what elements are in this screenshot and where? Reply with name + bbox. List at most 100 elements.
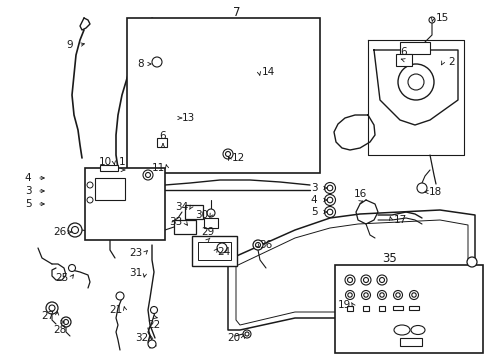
Circle shape [361, 291, 370, 300]
Text: 18: 18 [427, 187, 441, 197]
Bar [203, 218, 218, 228]
Circle shape [145, 172, 150, 177]
Text: 17: 17 [392, 215, 406, 225]
Bar [346, 306, 352, 311]
Circle shape [68, 265, 75, 271]
Circle shape [363, 278, 368, 283]
Circle shape [244, 332, 248, 336]
Circle shape [395, 293, 399, 297]
Bar [378, 306, 384, 311]
Bar [174, 220, 196, 234]
Circle shape [411, 293, 415, 297]
Circle shape [49, 305, 55, 311]
Text: 28: 28 [53, 325, 66, 335]
Circle shape [46, 302, 58, 314]
Text: 9: 9 [66, 40, 73, 50]
Text: 26: 26 [53, 227, 66, 237]
Bar [95, 178, 125, 200]
Bar [399, 42, 429, 54]
Circle shape [360, 275, 370, 285]
Circle shape [326, 185, 332, 191]
Circle shape [408, 291, 418, 300]
Text: 21: 21 [109, 305, 122, 315]
Bar [198, 242, 230, 260]
Circle shape [243, 330, 250, 338]
Text: 3: 3 [310, 183, 317, 193]
Bar [399, 338, 421, 346]
Circle shape [416, 183, 426, 193]
Text: 35: 35 [382, 252, 397, 265]
Circle shape [87, 182, 93, 188]
Text: 19: 19 [337, 300, 350, 310]
Circle shape [142, 170, 153, 180]
Text: 25: 25 [55, 273, 68, 283]
Circle shape [223, 149, 232, 159]
Circle shape [116, 292, 124, 300]
Bar [392, 306, 402, 310]
Bar [408, 306, 418, 310]
Circle shape [345, 291, 354, 300]
Circle shape [377, 291, 386, 300]
Circle shape [379, 278, 384, 283]
Text: 5: 5 [24, 199, 31, 209]
Circle shape [63, 320, 68, 324]
Circle shape [252, 240, 263, 250]
Ellipse shape [410, 325, 424, 334]
Circle shape [363, 293, 367, 297]
Text: 30: 30 [195, 210, 208, 220]
Circle shape [376, 275, 386, 285]
Circle shape [71, 226, 79, 234]
Text: 20: 20 [227, 333, 240, 343]
Bar [395, 54, 411, 66]
Text: 24: 24 [217, 247, 230, 257]
Circle shape [225, 152, 230, 157]
Circle shape [326, 197, 332, 203]
Circle shape [206, 209, 215, 217]
Text: 8: 8 [138, 59, 144, 69]
Circle shape [61, 317, 71, 327]
Ellipse shape [393, 325, 409, 335]
Text: 31: 31 [129, 268, 142, 278]
Circle shape [87, 197, 93, 203]
Circle shape [393, 291, 402, 300]
Circle shape [324, 183, 335, 193]
Circle shape [255, 243, 260, 248]
Bar [184, 205, 203, 219]
Text: 14: 14 [261, 67, 274, 77]
Text: 4: 4 [24, 173, 31, 183]
Text: 36: 36 [259, 240, 272, 250]
Text: 34: 34 [175, 202, 188, 212]
Text: 10: 10 [98, 157, 111, 167]
Text: 33: 33 [169, 217, 182, 227]
Bar [85, 168, 164, 240]
Text: 15: 15 [434, 13, 447, 23]
Text: 23: 23 [129, 248, 142, 258]
Text: 11: 11 [151, 163, 164, 173]
Text: 5: 5 [310, 207, 317, 217]
Circle shape [150, 306, 157, 314]
Text: 7: 7 [233, 5, 240, 18]
Bar [362, 306, 368, 311]
Circle shape [345, 275, 354, 285]
Circle shape [152, 57, 162, 67]
Circle shape [466, 257, 476, 267]
Text: 6: 6 [160, 131, 166, 141]
Text: 1: 1 [119, 157, 125, 167]
Text: 3: 3 [24, 186, 31, 196]
Circle shape [217, 243, 226, 253]
Circle shape [68, 223, 82, 237]
Bar [334, 265, 482, 353]
Text: 32: 32 [135, 333, 148, 343]
Bar [192, 236, 237, 266]
Circle shape [347, 278, 352, 283]
Bar [127, 18, 319, 173]
Circle shape [326, 209, 332, 215]
Text: 13: 13 [181, 113, 194, 123]
Text: 6: 6 [400, 47, 407, 57]
Text: 22: 22 [147, 320, 160, 330]
Text: 16: 16 [353, 189, 366, 199]
Circle shape [324, 194, 335, 206]
Circle shape [397, 64, 433, 100]
Text: 2: 2 [448, 57, 454, 67]
Bar [157, 138, 167, 147]
